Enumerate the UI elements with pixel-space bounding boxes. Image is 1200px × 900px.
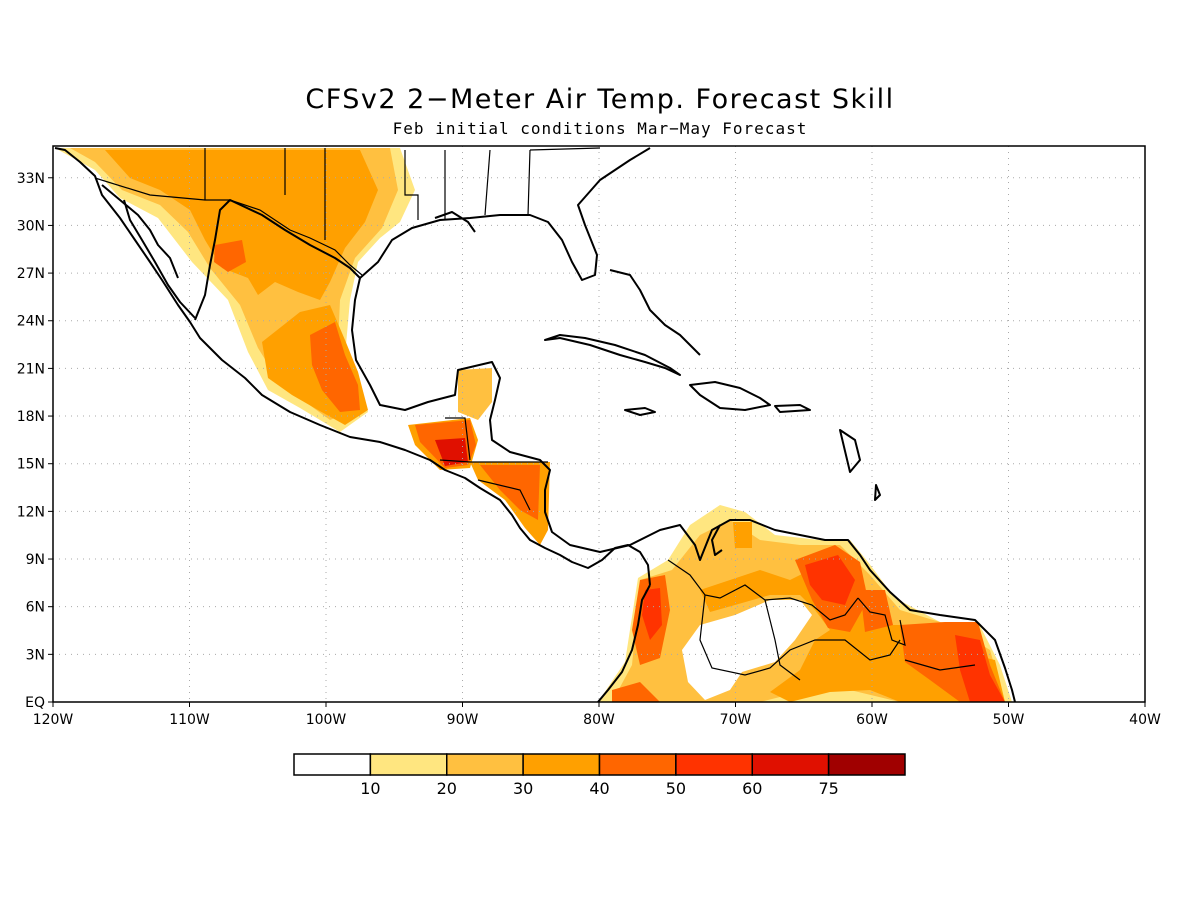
lon-tick-label: 60W	[856, 712, 888, 728]
legend-label: 75	[818, 779, 838, 798]
legend-swatch	[446, 753, 524, 776]
lat-tick-label: 24N	[17, 314, 45, 330]
lat-tick-label: 21N	[17, 361, 45, 377]
lon-tick-label: 80W	[583, 712, 615, 728]
lon-tick-label: 110W	[169, 712, 210, 728]
chart-title: CFSv2 2−Meter Air Temp. Forecast Skill	[305, 84, 895, 115]
legend-swatch	[598, 753, 677, 776]
borders	[94, 147, 976, 681]
grid-lines	[53, 146, 1145, 702]
legend-label: 20	[437, 779, 457, 798]
color-legend: 10 20 30 40 50 60 75	[293, 753, 906, 798]
lat-tick-label: 6N	[26, 600, 45, 616]
lat-tick-label: 33N	[17, 171, 45, 187]
lon-tick-label: 100W	[306, 712, 347, 728]
lat-tick-label: 18N	[17, 409, 45, 425]
lat-tick-label: 27N	[17, 266, 45, 282]
legend-label: 60	[742, 779, 762, 798]
legend-swatch	[751, 753, 830, 776]
legend-label: 10	[360, 779, 380, 798]
lat-tick-label: 15N	[17, 457, 45, 473]
lon-tick-label: 120W	[33, 712, 74, 728]
lon-tick-label: 40W	[1129, 712, 1161, 728]
chart-subtitle: Feb initial conditions Mar−May Forecast	[392, 119, 808, 138]
lat-tick-label: 3N	[26, 647, 45, 663]
lon-tick-label: 70W	[720, 712, 752, 728]
coastlines	[54, 147, 1016, 702]
lat-tick-label: EQ	[25, 695, 45, 711]
lat-tick-label: 12N	[17, 504, 45, 520]
legend-label: 40	[589, 779, 609, 798]
legend-label: 30	[513, 779, 533, 798]
axis-labels: 120W 110W 100W 90W 80W 70W 60W 50W 40W EQ 3N 6N 9N 12…	[17, 171, 1161, 728]
legend-swatch	[369, 753, 448, 776]
skill-shading	[55, 148, 1012, 702]
legend-swatch	[293, 753, 372, 776]
legend-swatch	[522, 753, 601, 776]
legend-swatch	[675, 753, 753, 776]
lon-tick-label: 50W	[993, 712, 1025, 728]
legend-swatch	[827, 753, 906, 776]
lon-tick-label: 90W	[447, 712, 479, 728]
legend-label: 50	[666, 779, 686, 798]
lat-tick-label: 30N	[17, 218, 45, 234]
lat-tick-label: 9N	[26, 552, 45, 568]
